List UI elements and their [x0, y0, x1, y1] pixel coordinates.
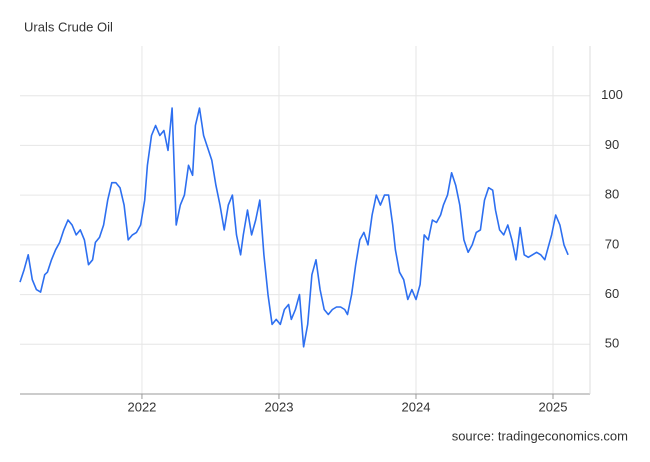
- x-tick-label: 2023: [265, 399, 294, 414]
- x-tick-label: 2024: [402, 399, 431, 414]
- y-tick-label: 70: [605, 236, 619, 251]
- y-tick-label: 100: [601, 87, 623, 102]
- chart-title: Urals Crude Oil: [24, 19, 113, 34]
- y-tick-label: 60: [605, 286, 619, 301]
- line: [19, 107, 569, 348]
- y-tick-label: 80: [605, 187, 619, 202]
- source: source: tradingeconomics.com: [452, 428, 628, 443]
- x-tick-label: 2025: [539, 399, 568, 414]
- y-tick-label: 90: [605, 137, 619, 152]
- y-tick-label: 50: [605, 336, 619, 351]
- x-tick-label: 2022: [127, 399, 156, 414]
